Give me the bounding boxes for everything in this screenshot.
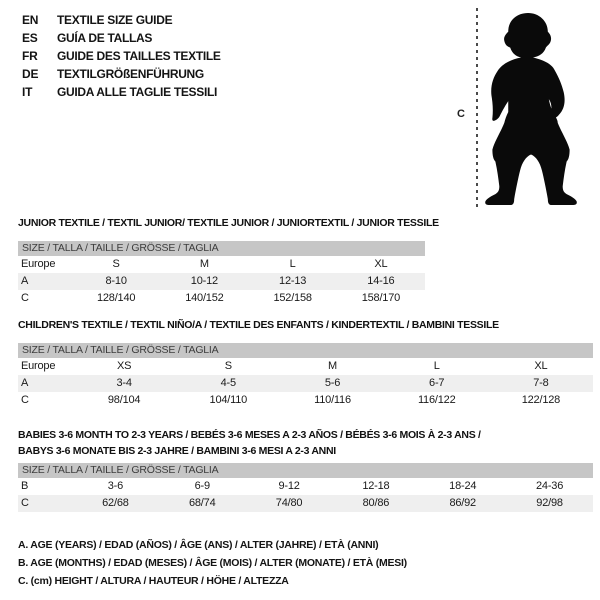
lang-title: GUÍA DE TALLAS <box>57 31 153 45</box>
size-cell: L <box>289 258 296 270</box>
size-header-bar: SIZE / TALLA / TAILLE / GRÖSSE / TAGLIA <box>18 241 425 256</box>
table-row-sizes: Europe XS S M L XL <box>18 358 593 375</box>
value-cell: 104/110 <box>209 394 248 406</box>
lang-code: FR <box>22 49 38 63</box>
value-cell: 14-16 <box>367 275 395 287</box>
size-header-bar: SIZE / TALLA / TAILLE / GRÖSSE / TAGLIA <box>18 463 593 478</box>
height-figure: C <box>450 8 595 210</box>
size-cell: S <box>112 258 120 270</box>
row-label: A <box>21 275 29 287</box>
value-cell: 3-4 <box>116 377 132 389</box>
lang-row-es: ES GUÍA DE TALLAS <box>22 29 221 47</box>
row-label: A <box>21 377 29 389</box>
row-label: C <box>21 497 29 509</box>
value-cell: 140/152 <box>185 292 224 304</box>
size-header-bar: SIZE / TALLA / TAILLE / GRÖSSE / TAGLIA <box>18 343 593 358</box>
note-age-months: B. AGE (MONTHS) / EDAD (MESES) / ÂGE (MO… <box>18 557 407 569</box>
value-cell: 92/98 <box>536 497 563 509</box>
value-cell: 128/140 <box>96 292 136 304</box>
note-age-years: A. AGE (YEARS) / EDAD (AÑOS) / ÂGE (ANS)… <box>18 539 379 551</box>
size-cell: M <box>328 360 337 372</box>
table-title: BABIES 3-6 MONTH TO 2-3 YEARS / BEBÉS 3-… <box>18 427 593 459</box>
value-cell: 12-13 <box>279 275 307 287</box>
junior-size-table: JUNIOR TEXTILE / TEXTIL JUNIOR/ TEXTILE … <box>18 217 439 307</box>
value-cell: 4-5 <box>220 377 237 389</box>
height-measure-line <box>476 8 478 208</box>
value-cell: 98/104 <box>107 394 141 406</box>
toddler-silhouette-icon <box>485 12 577 206</box>
lang-code: EN <box>22 13 39 27</box>
value-cell: 68/74 <box>188 497 216 509</box>
value-cell: 80/86 <box>362 497 390 509</box>
size-cell: M <box>199 258 209 270</box>
table-row-height: C 62/68 68/74 74/80 80/86 86/92 92/98 <box>18 495 593 512</box>
size-cell: S <box>224 360 232 372</box>
table-row-sizes: Europe S M L XL <box>18 256 425 273</box>
value-cell: 7-8 <box>533 377 549 389</box>
lang-title: TEXTILGRÖßENFÜHRUNG <box>57 67 204 81</box>
lang-row-it: IT GUIDA ALLE TAGLIE TESSILI <box>22 83 221 101</box>
value-cell: 12-18 <box>362 480 390 492</box>
table-title: JUNIOR TEXTILE / TEXTIL JUNIOR/ TEXTILE … <box>18 217 439 229</box>
size-cell: XS <box>116 360 132 372</box>
language-title-list: EN TEXTILE SIZE GUIDE ES GUÍA DE TALLAS … <box>22 11 221 101</box>
row-label: C <box>21 394 29 406</box>
lang-code: ES <box>22 31 38 45</box>
table-row-age: A 8-10 10-12 12-13 14-16 <box>18 273 425 290</box>
lang-title: TEXTILE SIZE GUIDE <box>57 13 173 27</box>
lang-row-fr: FR GUIDE DES TAILLES TEXTILE <box>22 47 221 65</box>
value-cell: 3-6 <box>107 480 124 492</box>
lang-title: GUIDA ALLE TAGLIE TESSILI <box>57 85 218 99</box>
table-title-line1: BABIES 3-6 MONTH TO 2-3 YEARS / BEBÉS 3-… <box>18 429 481 441</box>
row-label: B <box>21 480 29 492</box>
value-cell: 6-9 <box>194 480 211 492</box>
value-cell: 10-12 <box>190 275 218 287</box>
value-cell: 24-36 <box>535 480 564 492</box>
table-row-age-months: B 3-6 6-9 9-12 12-18 18-24 24-36 <box>18 478 593 495</box>
lang-title: GUIDE DES TAILLES TEXTILE <box>57 49 221 63</box>
size-cell: L <box>433 360 440 372</box>
children-size-table: CHILDREN'S TEXTILE / TEXTIL NIÑO/A / TEX… <box>18 319 593 409</box>
size-cell: XL <box>534 360 548 372</box>
table-row-height: C 128/140 140/152 152/158 158/170 <box>18 290 425 307</box>
note-height-cm: C. (cm) HEIGHT / ALTURA / HAUTEUR / HÖHE… <box>18 575 289 587</box>
value-cell: 116/122 <box>417 394 456 406</box>
value-cell: 9-12 <box>278 480 300 492</box>
value-cell: 8-10 <box>105 275 127 287</box>
value-cell: 86/92 <box>449 497 476 509</box>
lang-row-en: EN TEXTILE SIZE GUIDE <box>22 11 221 29</box>
value-cell: 122/128 <box>521 394 561 406</box>
value-cell: 158/170 <box>361 292 401 304</box>
value-cell: 152/158 <box>273 292 312 304</box>
legend-notes: A. AGE (YEARS) / EDAD (AÑOS) / ÂGE (ANS)… <box>18 536 407 590</box>
table-title-line2: BABYS 3-6 MONATE BIS 2-3 JAHRE / BAMBINI… <box>18 445 336 457</box>
lang-code: IT <box>22 85 33 99</box>
table-row-age: A 3-4 4-5 5-6 6-7 7-8 <box>18 375 593 392</box>
row-label: C <box>21 292 29 304</box>
lang-code: DE <box>22 67 39 81</box>
row-label: Europe <box>21 360 56 372</box>
value-cell: 5-6 <box>324 377 341 389</box>
table-title: CHILDREN'S TEXTILE / TEXTIL NIÑO/A / TEX… <box>18 319 499 331</box>
value-cell: 74/80 <box>275 497 303 509</box>
lang-row-de: DE TEXTILGRÖßENFÜHRUNG <box>22 65 221 83</box>
value-cell: 62/68 <box>102 497 129 509</box>
size-cell: XL <box>374 258 388 270</box>
table-row-height: C 98/104 104/110 110/116 116/122 122/128 <box>18 392 593 409</box>
row-label: Europe <box>21 258 56 270</box>
value-cell: 6-7 <box>429 377 445 389</box>
height-measure-label: C <box>457 108 465 120</box>
value-cell: 18-24 <box>449 480 477 492</box>
value-cell: 110/116 <box>314 394 351 406</box>
babies-size-table: BABIES 3-6 MONTH TO 2-3 YEARS / BEBÉS 3-… <box>18 427 593 512</box>
